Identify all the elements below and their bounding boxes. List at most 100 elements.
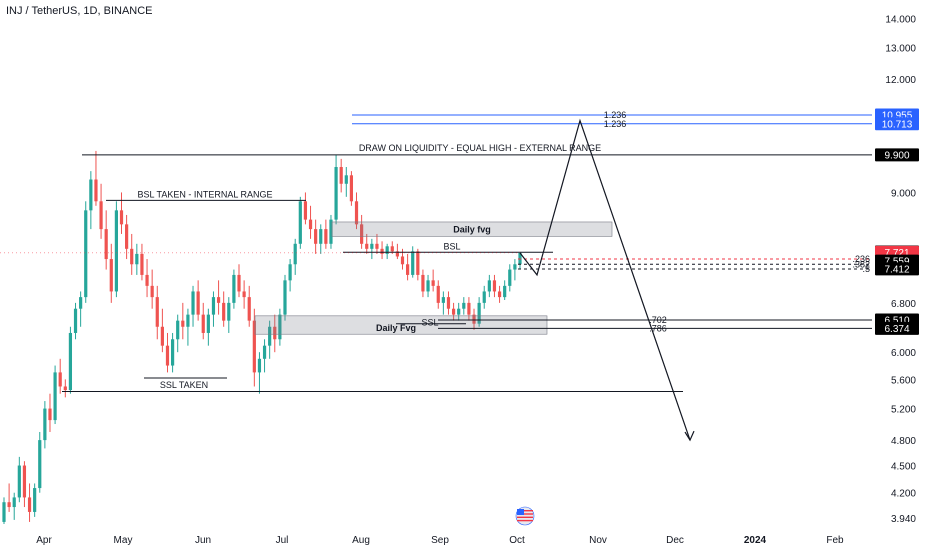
candle-body [252,320,256,373]
candle-body [201,314,205,333]
candle-body [22,465,27,498]
candle-body [375,243,379,249]
candle-body [390,246,394,252]
time-tick-label: Apr [36,535,52,546]
candle-body [114,210,118,292]
candle-body [334,167,338,220]
candle-body [431,280,435,286]
candle-body [268,326,272,346]
price-tag-10-713 [875,117,919,131]
price-tag-7-412 [875,262,919,276]
projected-path [519,118,691,441]
price-tag-9-900 [875,148,919,162]
candle-body [303,201,308,220]
us-flag-icon [515,506,535,526]
candle-body [155,297,159,327]
bsl-label: BSL [443,241,460,251]
price-tick-label: 5.200 [891,405,916,416]
candle-body [89,179,93,211]
candle-body [43,408,47,441]
candle-body [329,219,333,244]
candle-body [206,314,210,333]
price-tick-label: 12.000 [885,75,916,86]
candle-body [33,488,37,512]
price-tick-label: 4.800 [891,436,916,447]
candle-body [472,314,476,324]
candle-body [293,243,297,265]
price-tick-label: 4.500 [891,462,916,473]
candle-body [273,326,277,340]
price-tick-label: 6.800 [891,299,916,310]
candle-body [125,224,129,249]
candle-body [186,314,190,327]
candle-body [370,243,374,249]
candle-body [7,502,11,508]
candle-body [160,326,164,346]
daily-fvg-top-label: Daily fvg [453,224,491,234]
candle-body [109,259,113,292]
candle-body [446,297,451,309]
axis-layer: Apr May Jun Jul Aug Sep Oct Nov Dec 2024 Feb 14.000… [36,0,932,550]
fib-1236-label-upper: 1.236 [604,110,627,120]
candle-body [181,320,185,327]
candle-body [130,248,134,265]
candle-body [196,291,200,315]
candle-body [262,345,267,359]
candle-body [411,251,415,275]
candle-body [324,229,328,244]
time-tick-label: May [114,535,133,546]
candle-body [354,201,359,225]
price-tag-6-374 [875,321,919,335]
candle-body [406,264,410,275]
candle-body [349,175,354,202]
fib-236-label: .236 [852,254,870,264]
candle-body [68,332,73,391]
time-tick-label: Jul [276,535,289,546]
price-tick-label: 5.600 [891,375,916,386]
candle-body [119,210,124,225]
candle-body [58,372,62,387]
candle-body [380,248,384,254]
time-tick-label: Oct [509,535,525,546]
candle-body [308,219,313,230]
candle-body [365,243,369,249]
time-tick-label: Sep [431,535,449,546]
candle-body [211,297,216,315]
candle-body [53,372,57,421]
candle-body [79,297,83,309]
fib-786-label: .786 [649,323,667,333]
ssl-taken-label: SSL TAKEN [160,380,208,390]
ssl-label: SSL [421,318,438,328]
time-tick-label: Feb [826,535,844,546]
price-tick-label: 9.000 [891,188,916,199]
candle-body [482,291,486,303]
flag-icon-stripe [517,519,533,522]
time-tick-label: Jun [195,535,211,546]
candle-body [344,175,348,184]
candle-body [247,297,251,321]
candle-body [503,285,507,298]
candle-body [99,201,103,230]
candle-body [48,408,52,421]
candle-body [232,274,236,303]
candle-body [216,297,221,303]
time-tick-label: 2024 [744,535,767,546]
price-tag-label: 10.955 [882,110,913,121]
flag-icon-stripe [517,510,533,512]
candle-body [457,308,461,315]
candle-body [451,308,456,315]
time-tick-label: Aug [352,535,370,546]
price-tag-label: 7.721 [884,248,909,259]
candle-body [441,297,445,303]
candle-body [278,314,282,340]
candle-body [314,229,318,244]
candle-body [150,285,154,298]
candle-body [257,358,262,373]
candle-body [385,246,389,254]
candle-body [135,253,139,265]
price-tag-label: 6.510 [884,316,909,327]
price-tag-label: 9.900 [884,150,909,161]
candle-body [497,291,502,298]
flag-icon-stripe [517,516,533,518]
